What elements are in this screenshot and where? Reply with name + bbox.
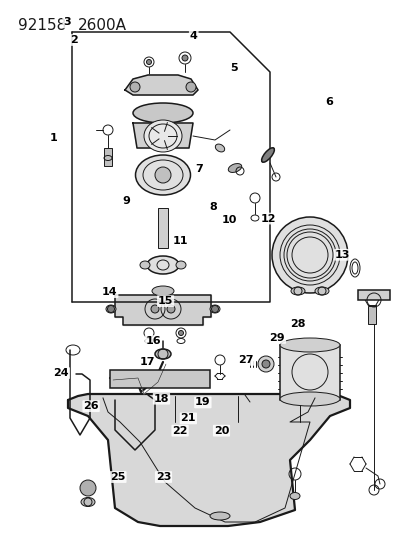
Circle shape — [151, 305, 159, 313]
Ellipse shape — [228, 164, 241, 173]
Text: 21: 21 — [180, 414, 196, 423]
Bar — [110, 370, 209, 388]
Circle shape — [182, 55, 188, 61]
Bar — [279, 345, 339, 400]
Text: 24: 24 — [53, 368, 69, 378]
Ellipse shape — [261, 148, 274, 162]
Ellipse shape — [81, 497, 95, 506]
Text: 92158: 92158 — [18, 18, 66, 33]
Circle shape — [80, 480, 96, 496]
Text: 19: 19 — [195, 398, 210, 407]
Ellipse shape — [152, 286, 173, 296]
Text: 26: 26 — [83, 401, 99, 411]
Text: 2: 2 — [70, 35, 77, 45]
Ellipse shape — [154, 349, 171, 359]
Ellipse shape — [140, 261, 150, 269]
Text: 7: 7 — [195, 165, 202, 174]
Circle shape — [178, 330, 183, 335]
Text: 15: 15 — [157, 296, 173, 306]
Text: 4: 4 — [189, 31, 197, 41]
Polygon shape — [125, 75, 197, 95]
Text: 25: 25 — [110, 472, 126, 482]
Polygon shape — [115, 295, 211, 325]
Bar — [367, 306, 375, 324]
Text: 23: 23 — [155, 472, 171, 482]
Circle shape — [271, 217, 347, 293]
Text: 2600A: 2600A — [78, 18, 127, 33]
Text: 29: 29 — [269, 333, 285, 343]
Circle shape — [107, 305, 114, 312]
Text: 11: 11 — [172, 236, 188, 246]
Bar — [158, 208, 168, 248]
Bar — [104, 148, 112, 166]
Circle shape — [211, 305, 218, 312]
Ellipse shape — [147, 256, 178, 274]
Text: 22: 22 — [172, 426, 188, 435]
Text: 8: 8 — [209, 202, 216, 212]
Polygon shape — [133, 123, 192, 148]
Circle shape — [166, 305, 175, 313]
Text: 18: 18 — [153, 394, 169, 403]
Text: 12: 12 — [260, 214, 275, 223]
Ellipse shape — [215, 144, 224, 152]
Ellipse shape — [279, 338, 339, 352]
Ellipse shape — [106, 305, 116, 313]
Ellipse shape — [209, 512, 230, 520]
Bar — [357, 290, 389, 300]
Ellipse shape — [135, 155, 190, 195]
Text: 27: 27 — [238, 355, 254, 365]
Circle shape — [130, 82, 140, 92]
Text: 5: 5 — [230, 63, 237, 73]
Text: 17: 17 — [139, 358, 154, 367]
Polygon shape — [68, 394, 349, 526]
Ellipse shape — [289, 492, 299, 499]
Ellipse shape — [279, 392, 339, 406]
Text: 20: 20 — [213, 426, 229, 435]
Text: 9: 9 — [122, 197, 130, 206]
Text: 28: 28 — [290, 319, 305, 329]
Circle shape — [257, 356, 273, 372]
Circle shape — [154, 167, 171, 183]
Ellipse shape — [314, 287, 328, 295]
Ellipse shape — [133, 103, 192, 123]
Circle shape — [261, 360, 269, 368]
Circle shape — [185, 82, 195, 92]
Circle shape — [146, 60, 151, 64]
Text: 3: 3 — [63, 18, 71, 27]
Ellipse shape — [144, 120, 182, 152]
Text: 13: 13 — [334, 250, 350, 260]
Text: 10: 10 — [221, 215, 237, 224]
Ellipse shape — [176, 261, 185, 269]
Ellipse shape — [290, 287, 304, 295]
Text: 1: 1 — [50, 133, 57, 142]
Text: 16: 16 — [145, 336, 161, 346]
Ellipse shape — [209, 305, 219, 313]
Text: 6: 6 — [325, 98, 333, 107]
Text: 14: 14 — [102, 287, 117, 297]
